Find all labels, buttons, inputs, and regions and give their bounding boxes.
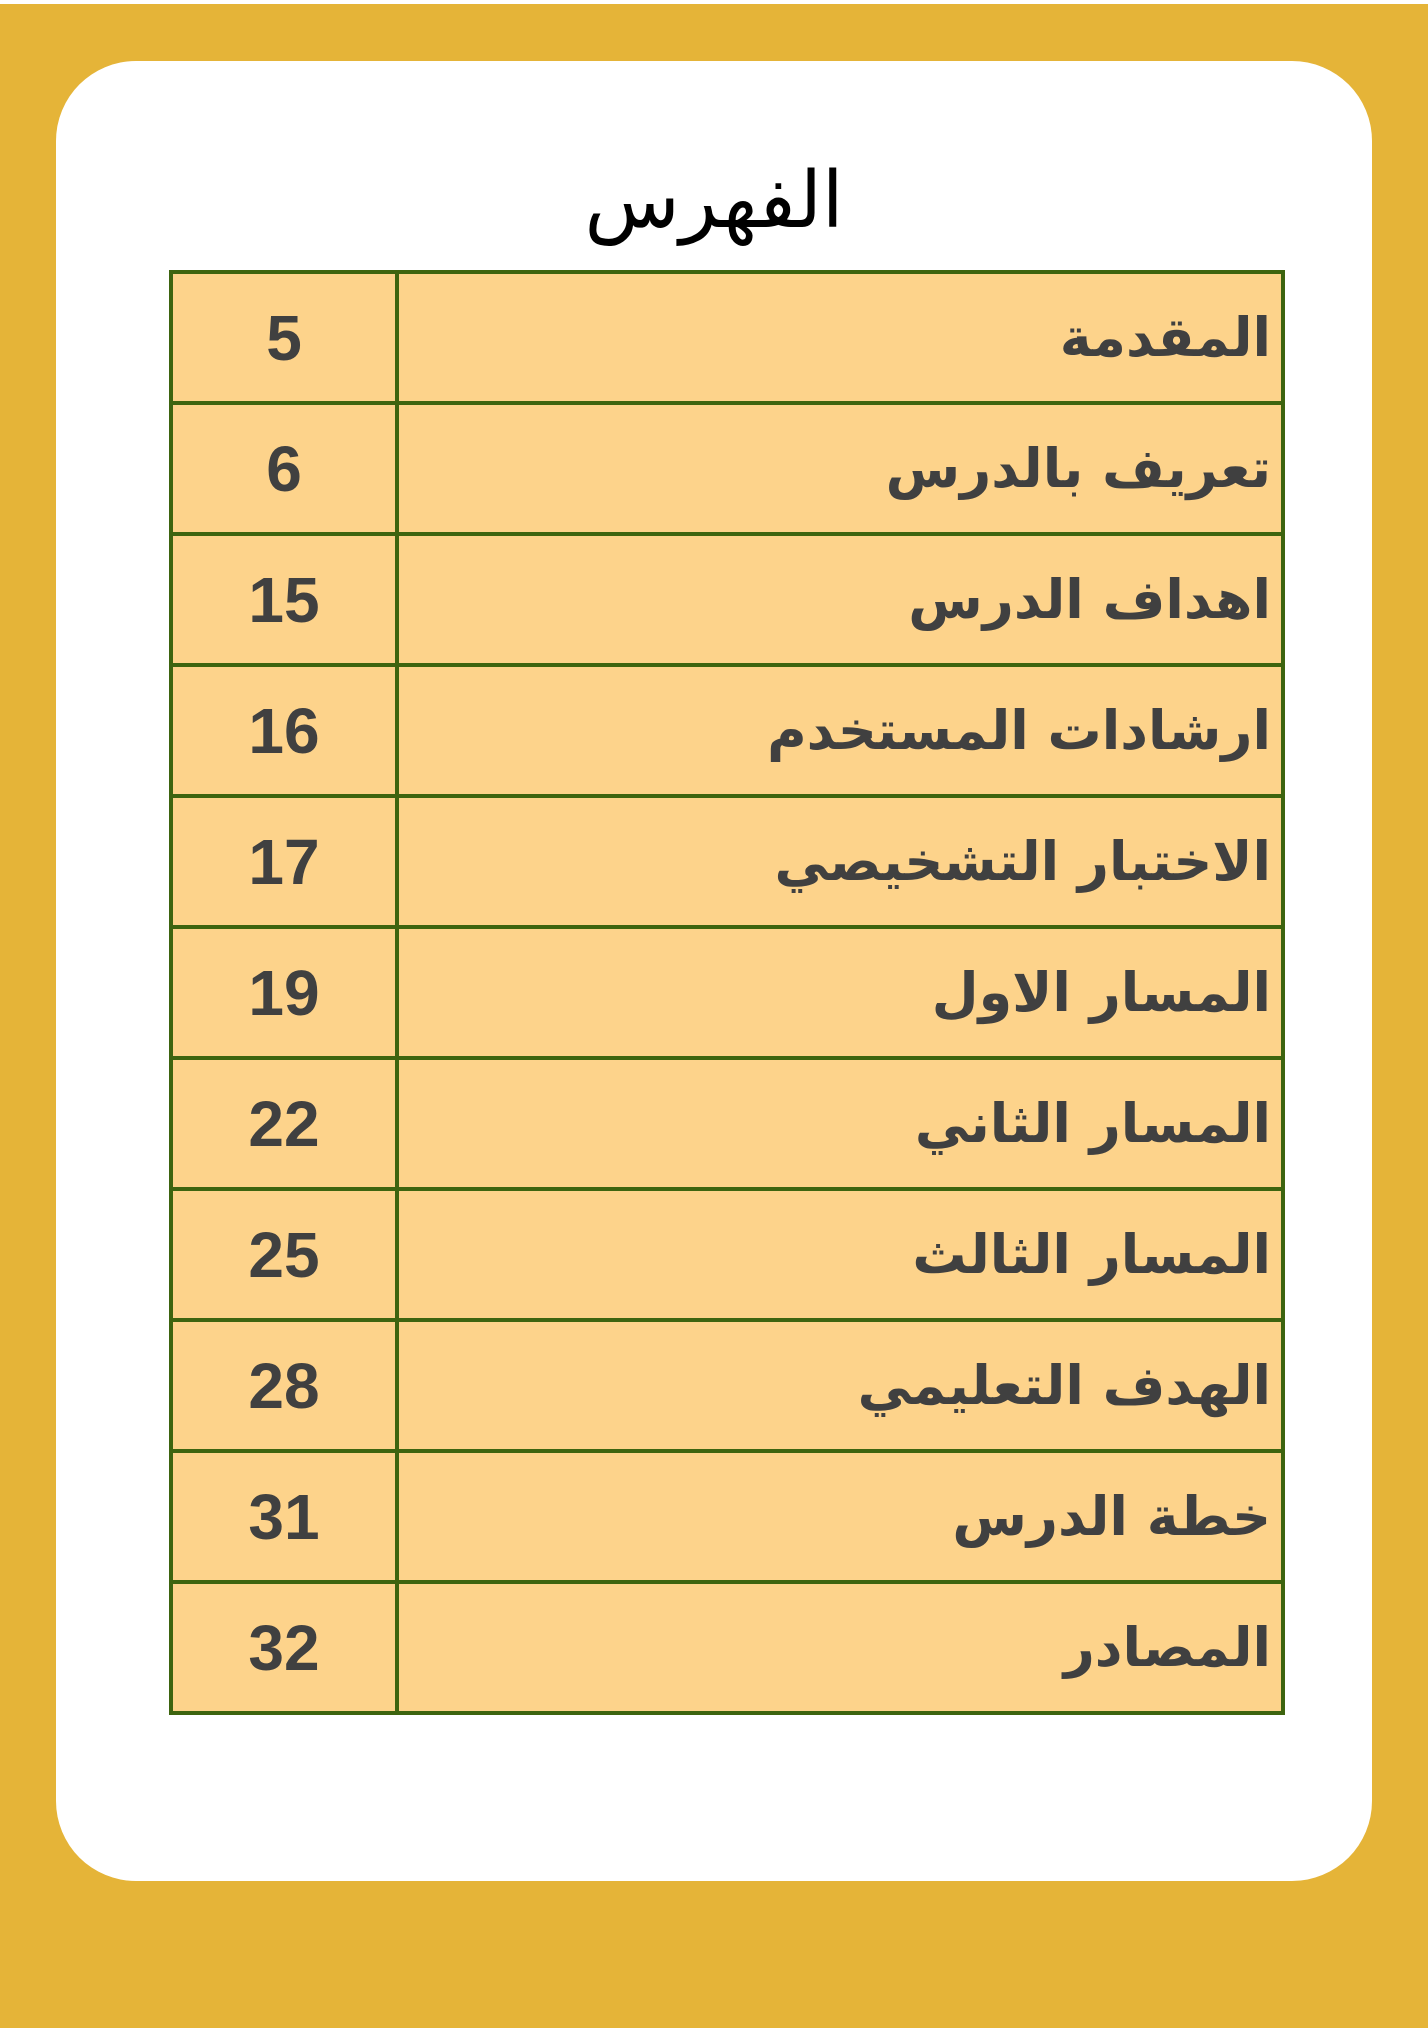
- section-title: تعريف بالدرس: [395, 401, 1285, 536]
- table-row: 6 تعريف بالدرس: [169, 401, 1285, 536]
- page-number: 25: [169, 1187, 399, 1322]
- section-title: المسار الاول: [395, 925, 1285, 1060]
- page-number: 15: [169, 532, 399, 667]
- table-row: 32 المصادر: [169, 1580, 1285, 1715]
- section-title: المسار الثالث: [395, 1187, 1285, 1322]
- section-title: الاختبار التشخيصي: [395, 794, 1285, 929]
- section-title: المقدمة: [395, 270, 1285, 405]
- table-row: 28 الهدف التعليمي: [169, 1318, 1285, 1453]
- page-number: 6: [169, 401, 399, 536]
- section-title: اهداف الدرس: [395, 532, 1285, 667]
- page-number: 19: [169, 925, 399, 1060]
- section-title: المصادر: [395, 1580, 1285, 1715]
- page-number: 22: [169, 1056, 399, 1191]
- page-number: 17: [169, 794, 399, 929]
- table-row: 17 الاختبار التشخيصي: [169, 794, 1285, 929]
- page-title: الفهرس: [584, 156, 844, 246]
- top-strip: [0, 0, 1428, 4]
- page-number: 32: [169, 1580, 399, 1715]
- page-number: 31: [169, 1449, 399, 1584]
- section-title: خطة الدرس: [395, 1449, 1285, 1584]
- table-row: 15 اهداف الدرس: [169, 532, 1285, 667]
- table-row: 22 المسار الثاني: [169, 1056, 1285, 1191]
- section-title: الهدف التعليمي: [395, 1318, 1285, 1453]
- table-row: 25 المسار الثالث: [169, 1187, 1285, 1322]
- section-title: ارشادات المستخدم: [395, 663, 1285, 798]
- table-row: 31 خطة الدرس: [169, 1449, 1285, 1584]
- table-row: 16 ارشادات المستخدم: [169, 663, 1285, 798]
- page-number: 16: [169, 663, 399, 798]
- page-number: 28: [169, 1318, 399, 1453]
- table-row: 5 المقدمة: [169, 270, 1285, 405]
- section-title: المسار الثاني: [395, 1056, 1285, 1191]
- page-number: 5: [169, 270, 399, 405]
- table-row: 19 المسار الاول: [169, 925, 1285, 1060]
- index-table: 5 المقدمة 6 تعريف بالدرس 15 اهداف الدرس 16 ارشا…: [169, 270, 1285, 1715]
